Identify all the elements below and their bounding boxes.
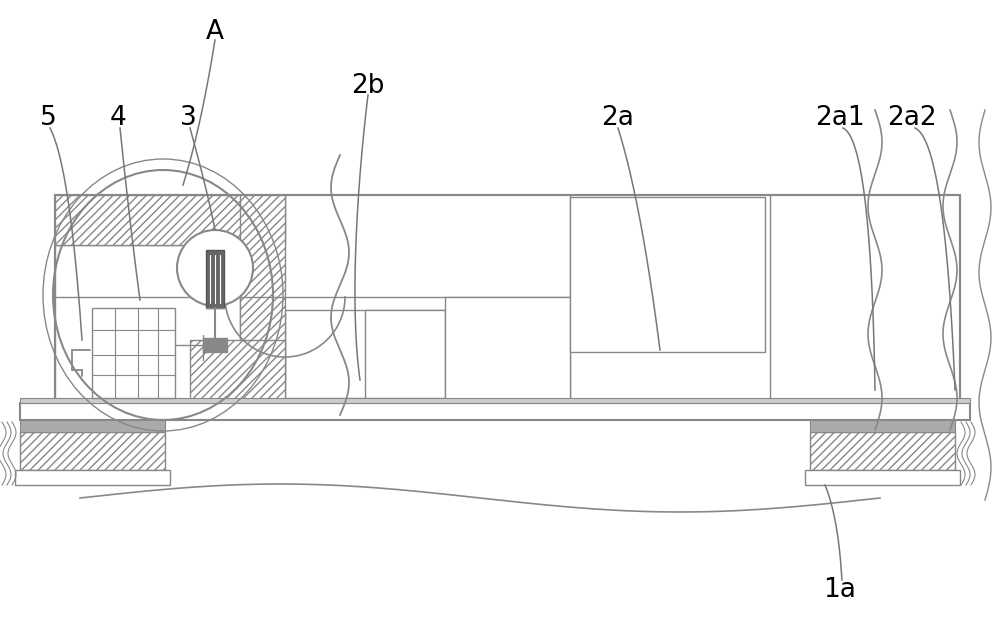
Bar	[55, 195, 960, 400]
Bar	[15, 470, 170, 485]
Text: 4: 4	[110, 105, 126, 131]
Bar	[20, 432, 165, 470]
Bar	[570, 197, 765, 352]
Bar	[810, 432, 955, 470]
Bar	[190, 340, 285, 400]
Text: 1a: 1a	[824, 577, 856, 603]
Bar	[240, 195, 285, 380]
Bar	[20, 403, 970, 420]
Bar	[810, 420, 955, 432]
Text: 2a2: 2a2	[887, 105, 937, 131]
Text: A: A	[206, 19, 224, 45]
Bar	[206, 250, 224, 308]
Bar	[285, 310, 445, 398]
Bar	[20, 398, 970, 403]
Text: 3: 3	[180, 105, 196, 131]
Text: 2a1: 2a1	[815, 105, 865, 131]
Bar	[20, 420, 165, 432]
Bar	[55, 245, 240, 400]
Text: 2b: 2b	[351, 73, 385, 99]
Text: 2a: 2a	[602, 105, 634, 131]
Bar	[203, 338, 227, 352]
Text: 5: 5	[40, 105, 56, 131]
Circle shape	[177, 230, 253, 306]
Bar	[445, 297, 570, 400]
Bar	[55, 195, 285, 245]
Bar	[92, 308, 175, 398]
Bar	[365, 310, 445, 398]
Bar	[55, 195, 960, 400]
Bar	[805, 470, 960, 485]
